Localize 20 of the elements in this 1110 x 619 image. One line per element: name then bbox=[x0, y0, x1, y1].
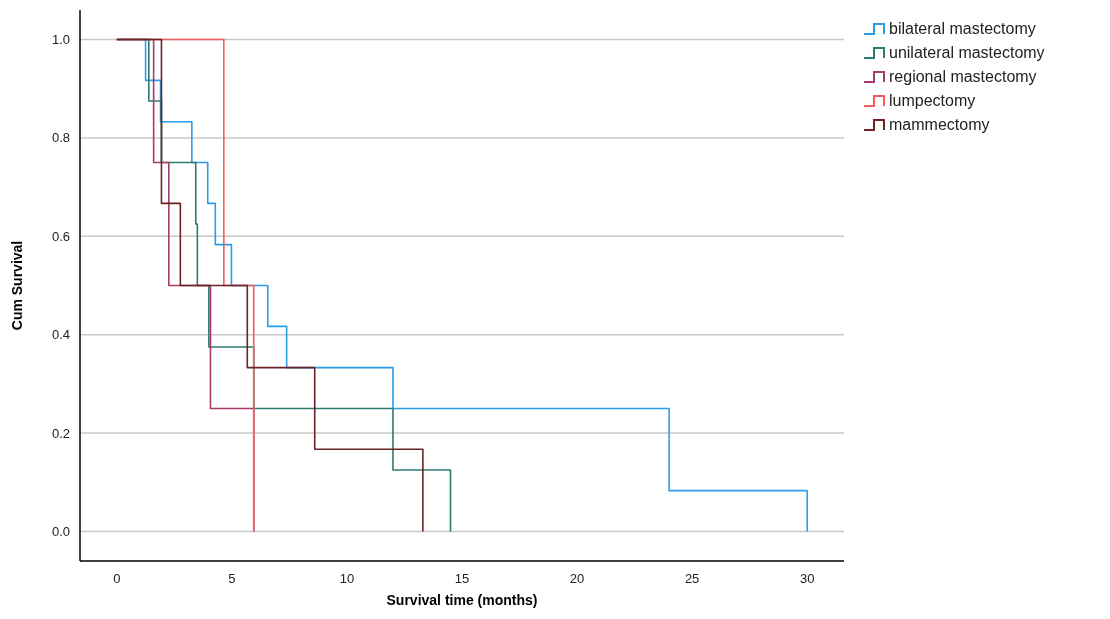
y-tick-label: 1.0 bbox=[51, 32, 70, 48]
x-tick-label: 25 bbox=[684, 571, 700, 586]
y-tick-label: 0.8 bbox=[51, 130, 70, 146]
legend-label: mammectomy bbox=[889, 116, 990, 133]
legend-label: unilateral mastectomy bbox=[889, 44, 1045, 61]
legend-label: lumpectomy bbox=[889, 92, 976, 109]
y-tick-label: 0.4 bbox=[51, 327, 70, 343]
legend-label: bilateral mastectomy bbox=[889, 20, 1036, 37]
x-tick-label: 10 bbox=[339, 571, 355, 586]
y-axis-title: Cum Survival bbox=[9, 240, 25, 331]
x-tick-label: 0 bbox=[113, 571, 121, 586]
x-tick-label: 5 bbox=[228, 571, 236, 586]
y-tick-label: 0.6 bbox=[51, 228, 70, 244]
y-tick-label: 0.2 bbox=[51, 425, 70, 441]
x-axis-title: Survival time (months) bbox=[386, 592, 538, 608]
legend-label: regional mastectomy bbox=[889, 68, 1037, 85]
x-tick-label: 30 bbox=[799, 571, 815, 586]
y-tick-label: 0.0 bbox=[51, 524, 70, 540]
x-tick-label: 20 bbox=[569, 571, 585, 586]
x-tick-label: 15 bbox=[454, 571, 470, 586]
